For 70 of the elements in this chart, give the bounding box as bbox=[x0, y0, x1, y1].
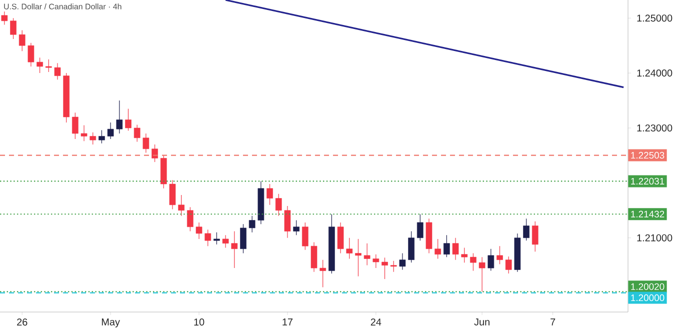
candlestick bbox=[488, 248, 494, 272]
candlestick bbox=[28, 42, 34, 67]
candlestick bbox=[231, 230, 238, 268]
candlestick bbox=[320, 260, 326, 288]
candlestick bbox=[134, 124, 140, 142]
candlestick bbox=[204, 229, 212, 246]
ref-line-label: 1.22031 bbox=[631, 178, 664, 185]
candlestick bbox=[142, 133, 150, 153]
candlestick bbox=[169, 180, 176, 210]
candlestick bbox=[337, 222, 344, 254]
candlestick bbox=[80, 124, 88, 142]
candlestick bbox=[470, 252, 476, 272]
ref-line-label: 1.22503 bbox=[631, 152, 664, 159]
y-tick-label: 1.23000 bbox=[637, 124, 672, 132]
x-tick-label: 7 bbox=[550, 318, 556, 326]
candlestick bbox=[45, 59, 52, 72]
ref-line-label: 1.20020 bbox=[631, 283, 664, 290]
candlestick bbox=[1, 11, 8, 26]
candlestick bbox=[107, 122, 114, 140]
candlestick bbox=[293, 220, 300, 236]
x-tick-label: May bbox=[102, 318, 120, 328]
x-tick-label: 10 bbox=[194, 318, 204, 326]
candlestick bbox=[116, 100, 123, 134]
candlestick bbox=[187, 206, 194, 232]
ref-line-label: 1.20000 bbox=[631, 294, 664, 302]
candlestick bbox=[178, 194, 184, 216]
candlestick bbox=[346, 238, 353, 260]
candlestick bbox=[240, 224, 246, 254]
candlestick bbox=[390, 260, 397, 272]
candlestick bbox=[399, 252, 406, 270]
candlestick bbox=[434, 238, 441, 260]
y-tick-label: 1.24000 bbox=[637, 70, 672, 77]
candlestick bbox=[408, 230, 414, 263]
candlestick bbox=[505, 256, 512, 274]
candlestick bbox=[275, 194, 282, 216]
candlestick bbox=[532, 221, 538, 252]
candlestick bbox=[125, 108, 132, 132]
candlestick bbox=[310, 242, 318, 272]
candlestick bbox=[364, 243, 370, 266]
candlestick bbox=[266, 184, 273, 206]
ref-line-label: 1.21432 bbox=[631, 210, 664, 218]
candlestick bbox=[18, 30, 26, 52]
y-tick-label: 1.25000 bbox=[637, 14, 672, 22]
candlestick bbox=[222, 234, 229, 248]
candlestick bbox=[452, 238, 459, 260]
y-tick-label: 1.21000 bbox=[637, 234, 672, 242]
candlestick bbox=[196, 222, 202, 240]
candlestick bbox=[461, 247, 468, 263]
candlestick bbox=[302, 222, 308, 250]
candlestick bbox=[372, 254, 380, 268]
candlestick bbox=[496, 246, 503, 265]
candlestick bbox=[98, 130, 105, 144]
candlestick bbox=[416, 214, 424, 241]
candlestick bbox=[72, 112, 78, 140]
candlestick bbox=[523, 218, 530, 241]
candlestick bbox=[284, 206, 291, 238]
x-tick-label: 24 bbox=[370, 318, 382, 326]
candlestick bbox=[478, 256, 486, 292]
candlestick bbox=[248, 216, 256, 233]
candlestick bbox=[214, 232, 220, 245]
candlestick bbox=[90, 132, 96, 145]
candlestick bbox=[36, 57, 43, 74]
x-tick-label: Jun bbox=[474, 318, 490, 326]
candlestick bbox=[54, 62, 61, 80]
candlestick bbox=[10, 18, 16, 40]
x-tick-label: 26 bbox=[17, 318, 28, 326]
candlestick bbox=[382, 257, 388, 280]
candlestick bbox=[444, 234, 450, 258]
candlestick bbox=[355, 238, 362, 277]
x-tick-label: 17 bbox=[282, 318, 293, 326]
